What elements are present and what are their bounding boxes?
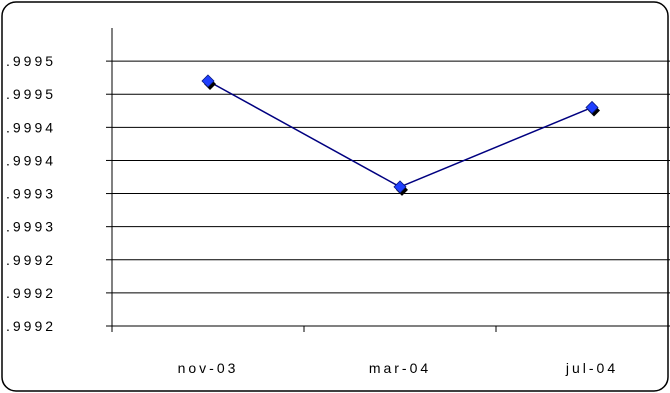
x-tick-labels: nov-03 mar-04 jul-04 xyxy=(178,360,618,376)
data-point-marker xyxy=(585,100,600,117)
y-tick-label: .9992 xyxy=(6,318,56,334)
axes xyxy=(106,28,670,332)
y-tick-label: .9994 xyxy=(6,152,56,168)
data-point-marker xyxy=(201,74,216,90)
x-tick-label: nov-03 xyxy=(178,360,239,376)
y-tick-label: .9995 xyxy=(6,86,56,102)
x-tick-label: jul-04 xyxy=(565,360,618,376)
y-tick-label: .9994 xyxy=(6,119,56,135)
data-point-marker xyxy=(393,180,408,196)
gridlines xyxy=(112,60,670,294)
y-tick-label: .9993 xyxy=(6,219,56,235)
series-layer xyxy=(201,74,600,196)
y-tick-label: .9995 xyxy=(6,53,56,69)
y-tick-label: .9992 xyxy=(6,252,56,268)
y-tick-label: .9992 xyxy=(6,285,56,301)
x-tick-label: mar-04 xyxy=(369,360,431,376)
y-tick-label: .9993 xyxy=(6,186,56,202)
y-tick-labels: .9992 .9992 .9992 .9993 .9993 .9994 .9994 .9995… xyxy=(6,53,56,334)
